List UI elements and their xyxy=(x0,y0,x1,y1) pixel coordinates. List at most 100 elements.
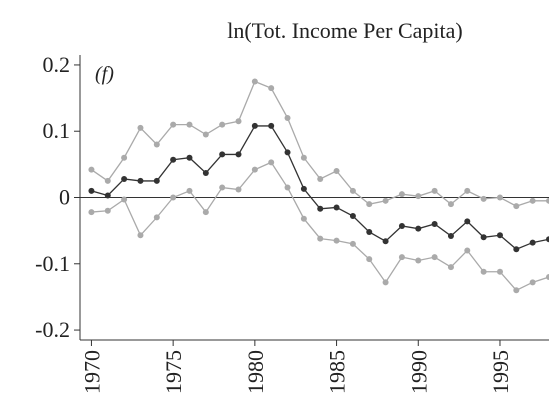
series-line xyxy=(91,125,549,250)
y-tick-label: -0.1 xyxy=(35,251,70,276)
data-point xyxy=(317,235,324,242)
data-point xyxy=(104,192,111,199)
data-point xyxy=(529,197,536,204)
data-point xyxy=(121,154,128,161)
data-point xyxy=(513,246,520,253)
y-tick-label: -0.2 xyxy=(35,317,70,342)
data-point xyxy=(153,214,160,221)
data-point xyxy=(382,279,389,286)
data-point xyxy=(415,225,422,232)
x-tick-label: 1980 xyxy=(243,350,268,394)
data-point xyxy=(121,175,128,182)
x-tick-label: 1975 xyxy=(161,350,186,394)
series-line xyxy=(91,80,549,207)
data-point xyxy=(317,175,324,182)
data-point xyxy=(366,201,373,208)
data-point xyxy=(284,149,291,156)
data-point xyxy=(415,193,422,200)
data-point xyxy=(300,215,307,222)
data-point xyxy=(137,232,144,239)
data-point xyxy=(431,221,438,228)
data-point xyxy=(496,232,503,239)
data-point xyxy=(480,195,487,202)
data-point xyxy=(447,232,454,239)
data-point xyxy=(137,124,144,131)
data-point xyxy=(235,151,242,158)
data-point xyxy=(546,197,549,204)
data-point xyxy=(464,218,471,225)
data-point xyxy=(300,154,307,161)
data-point xyxy=(268,159,275,166)
x-tick-label: 1985 xyxy=(325,350,350,394)
data-point xyxy=(447,201,454,208)
data-point xyxy=(219,121,226,128)
data-point xyxy=(202,131,209,138)
data-point xyxy=(186,121,193,128)
data-point xyxy=(104,177,111,184)
data-point xyxy=(431,187,438,194)
data-point xyxy=(464,247,471,254)
data-point xyxy=(349,213,356,220)
data-point xyxy=(398,254,405,261)
data-point xyxy=(121,196,128,203)
data-point xyxy=(382,197,389,204)
data-point xyxy=(170,121,177,128)
data-point xyxy=(415,257,422,264)
data-point xyxy=(464,187,471,194)
data-point xyxy=(235,118,242,125)
data-point xyxy=(382,238,389,245)
x-tick-label: 1995 xyxy=(488,350,513,394)
data-point xyxy=(546,274,549,281)
x-tick-label: 1990 xyxy=(406,350,431,394)
data-point xyxy=(431,254,438,261)
data-point xyxy=(251,78,258,85)
data-point xyxy=(284,184,291,191)
data-point xyxy=(317,205,324,212)
data-point xyxy=(496,268,503,275)
data-point xyxy=(88,187,95,194)
data-point xyxy=(137,177,144,184)
data-point xyxy=(186,187,193,194)
data-point xyxy=(546,236,549,243)
data-point xyxy=(219,184,226,191)
data-point xyxy=(398,223,405,229)
y-tick-label: 0 xyxy=(59,185,70,210)
data-point xyxy=(513,203,520,210)
data-point xyxy=(235,186,242,193)
x-tick-label: 1970 xyxy=(79,350,104,394)
data-point xyxy=(333,204,340,211)
data-point xyxy=(333,167,340,174)
data-point xyxy=(333,237,340,244)
data-point xyxy=(529,279,536,286)
data-point xyxy=(170,194,177,201)
data-point xyxy=(349,187,356,194)
y-tick-label: 0.1 xyxy=(43,118,71,143)
data-point xyxy=(366,228,373,235)
data-point xyxy=(480,268,487,275)
data-point xyxy=(186,154,193,161)
data-point xyxy=(202,209,209,216)
data-point xyxy=(219,151,226,158)
panel-label: (f) xyxy=(95,63,114,85)
data-point xyxy=(88,166,95,173)
data-point xyxy=(153,177,160,184)
data-point xyxy=(88,209,95,216)
data-point xyxy=(349,240,356,247)
data-point xyxy=(170,156,177,163)
data-point xyxy=(104,207,111,214)
data-point xyxy=(202,169,209,176)
data-point xyxy=(496,194,503,201)
data-point xyxy=(251,122,258,129)
chart-title: ln(Tot. Income Per Capita) xyxy=(227,18,463,43)
data-point xyxy=(268,122,275,129)
data-point xyxy=(251,166,258,173)
data-point xyxy=(153,141,160,148)
data-point xyxy=(447,264,454,271)
data-point xyxy=(300,185,307,192)
data-point xyxy=(284,114,291,121)
data-point xyxy=(398,191,405,198)
data-point xyxy=(529,239,536,246)
data-point xyxy=(366,256,373,263)
